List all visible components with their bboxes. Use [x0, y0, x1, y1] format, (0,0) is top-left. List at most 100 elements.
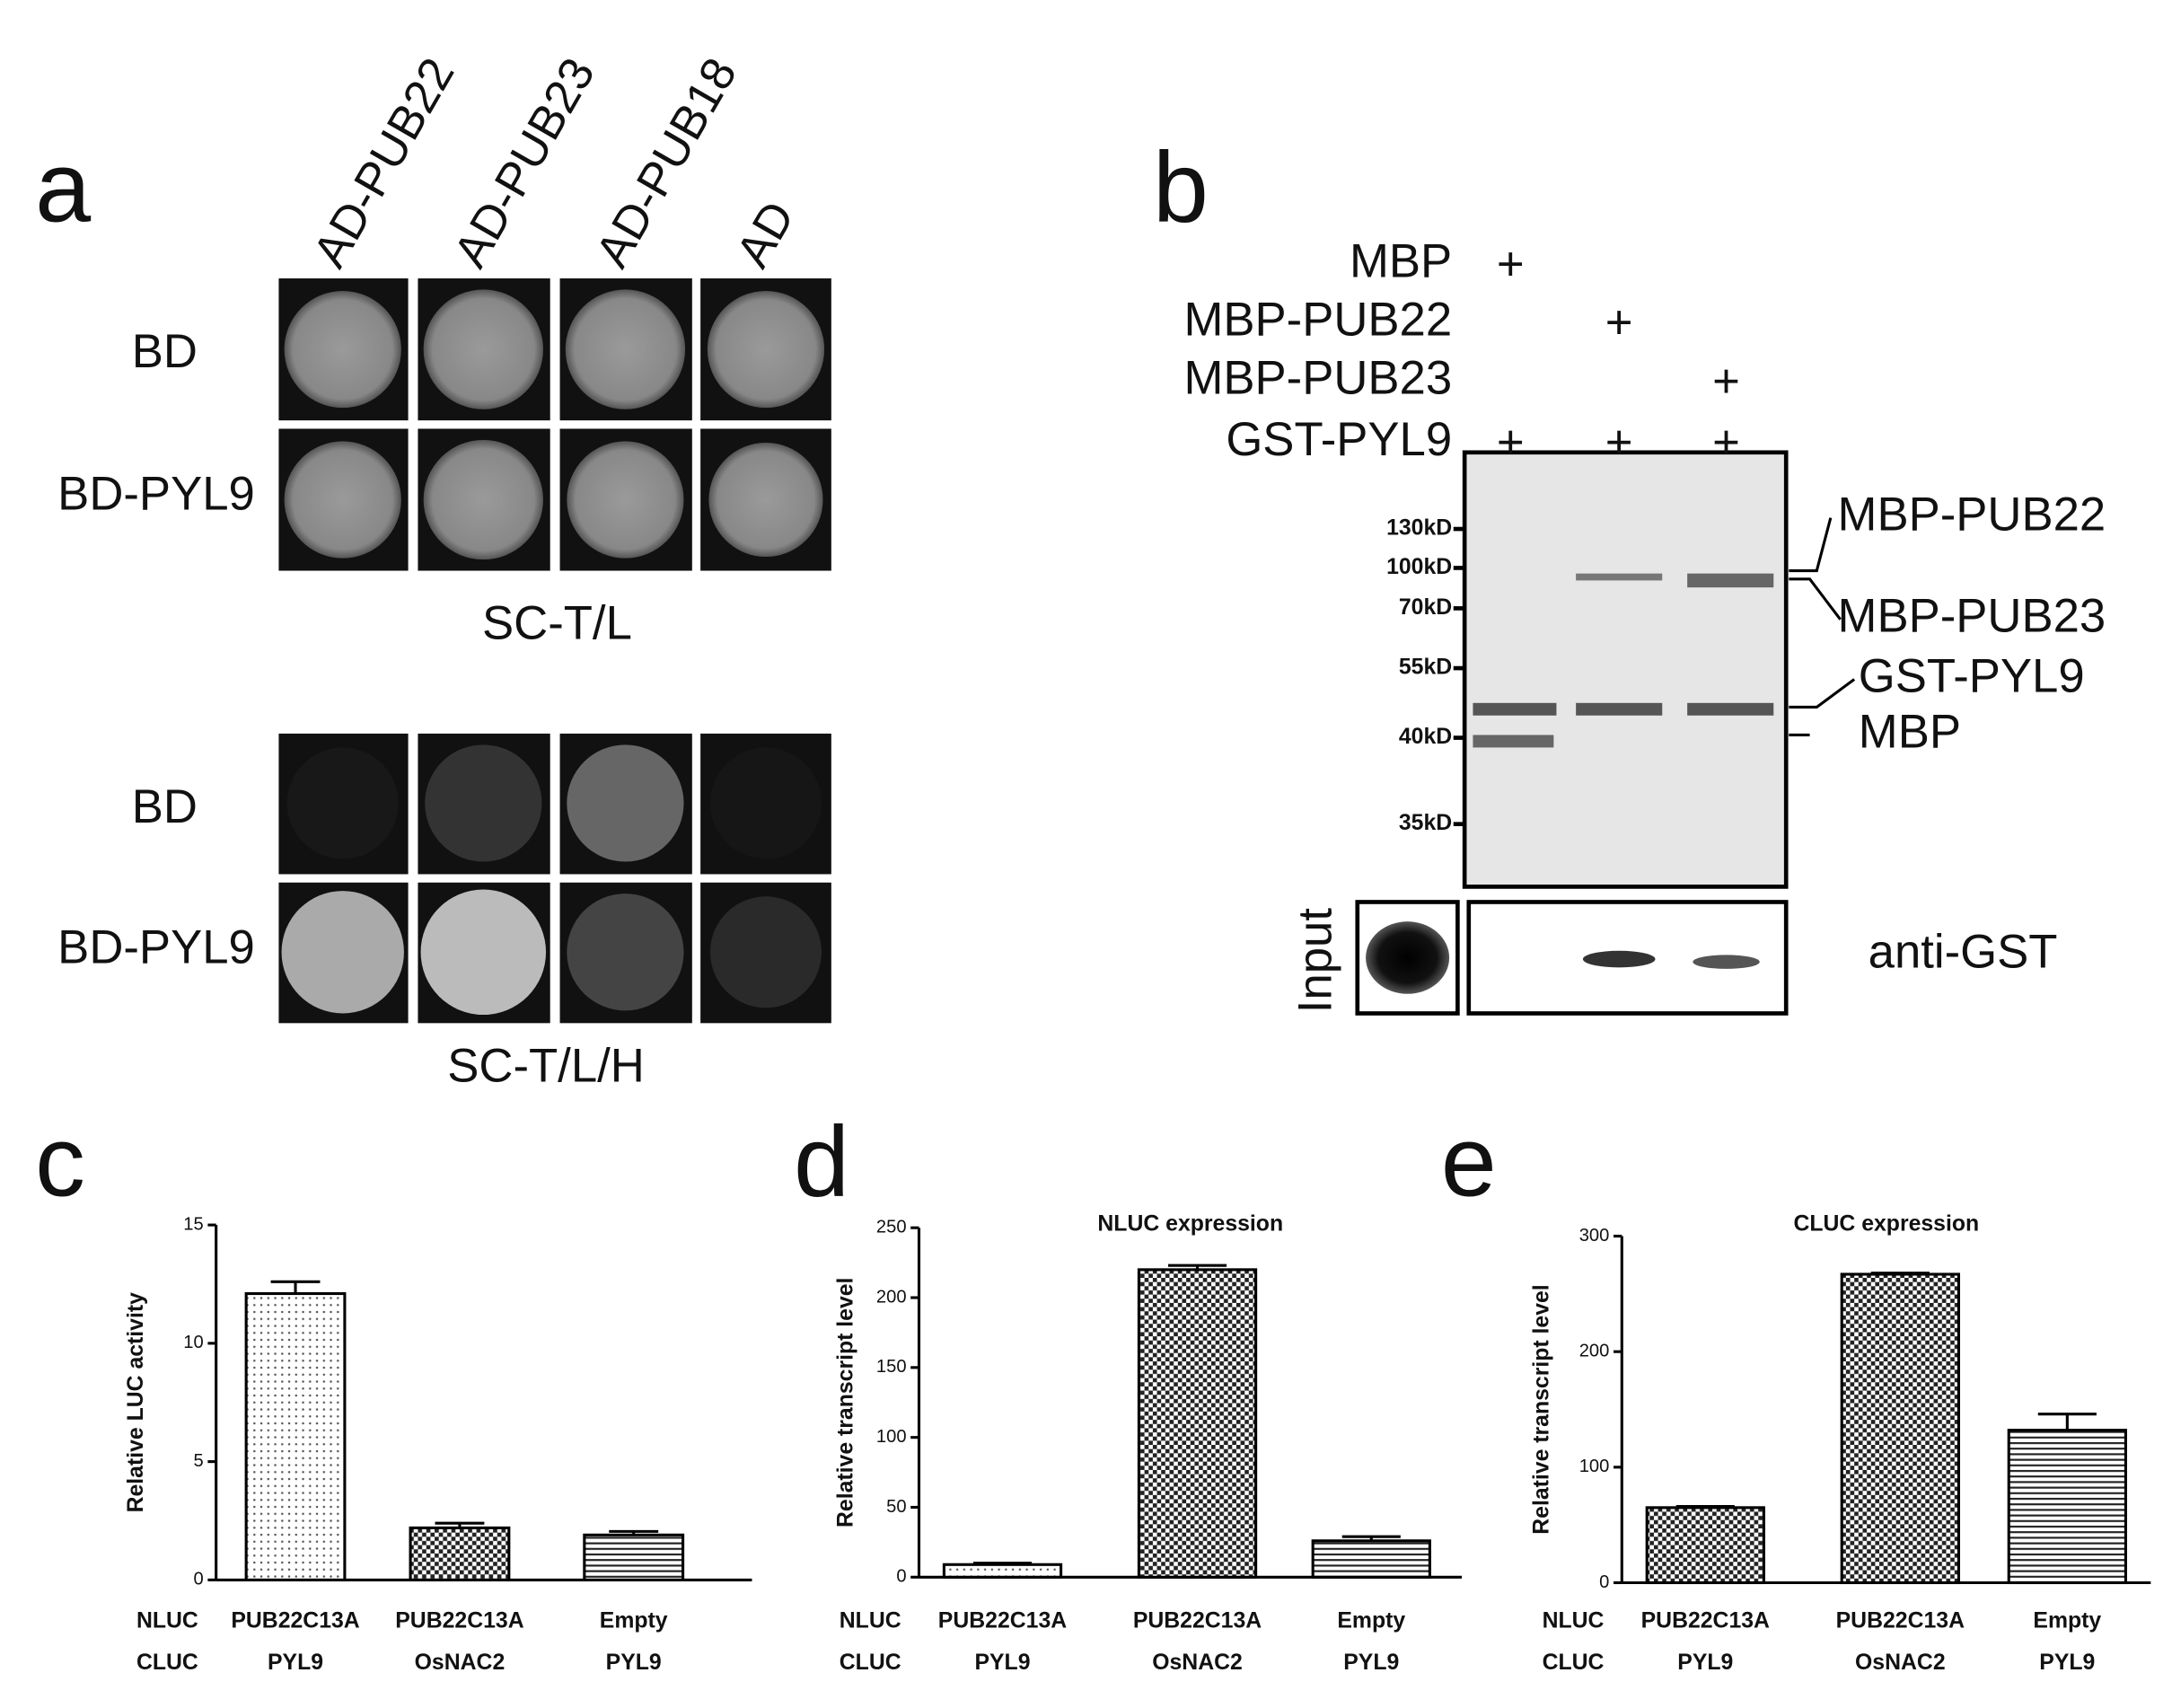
row-label: CLUC	[136, 1651, 198, 1675]
band-label: GST-PYL9	[1859, 649, 2085, 702]
marker-label: 35kD	[1399, 811, 1452, 835]
loading-label: MBP-PUB23	[1184, 352, 1453, 405]
error-bar	[1167, 1263, 1227, 1270]
y-tick-label: 250	[876, 1218, 907, 1237]
x-tick-label: PUB22C13A	[231, 1608, 359, 1633]
y-tick-label: 0	[194, 1570, 204, 1589]
error-bar	[1675, 1505, 1735, 1509]
bar	[1311, 1539, 1431, 1579]
x-tick-label: OsNAC2	[415, 1651, 506, 1675]
y-tick-label: 300	[1579, 1226, 1610, 1246]
x-tick-label: PYL9	[974, 1651, 1030, 1675]
row-label: CLUC	[840, 1651, 901, 1675]
marker-label: 70kD	[1399, 595, 1452, 620]
y-tick-label: 100	[1579, 1457, 1610, 1476]
band-label: MBP	[1859, 705, 1961, 758]
x-tick-label: PUB22C13A	[1133, 1608, 1262, 1633]
chart-title: CLUC expression	[1793, 1212, 1979, 1237]
x-tick-label: PUB22C13A	[1836, 1608, 1965, 1633]
error-bar	[609, 1529, 659, 1536]
row-label: BD	[132, 780, 198, 833]
bar	[409, 1526, 511, 1581]
bar	[1840, 1272, 1960, 1585]
caption: SC-T/L/H	[447, 1039, 645, 1092]
y-tick-label: 0	[1599, 1572, 1609, 1592]
x-tick-label: PYL9	[2039, 1651, 2095, 1675]
x-tick-label: OsNAC2	[1152, 1651, 1243, 1675]
loading-label: MBP-PUB22	[1184, 294, 1453, 347]
input-label: Input	[1288, 908, 1341, 1014]
bar	[942, 1563, 1063, 1579]
y-tick-label: 200	[876, 1287, 907, 1307]
band-label: MBP-PUB22	[1838, 489, 2106, 541]
y-tick-label: 10	[183, 1333, 203, 1352]
yeast-tiles	[278, 278, 831, 1024]
loading-sign: +	[1497, 238, 1525, 291]
x-tick-label: PUB22C13A	[395, 1608, 523, 1633]
blot-label: anti-GST	[1869, 925, 2058, 978]
bar	[2007, 1429, 2127, 1585]
panel-letter: d	[794, 1105, 849, 1218]
y-tick-label: 0	[896, 1567, 906, 1587]
error-bar	[2037, 1413, 2097, 1431]
row-label: CLUC	[1543, 1651, 1605, 1675]
marker-label: 55kD	[1399, 656, 1452, 680]
error-bar	[1341, 1535, 1401, 1541]
column-label: AD-PUB22	[303, 49, 465, 277]
column-label: AD-PUB23	[444, 49, 605, 277]
panel-letter: a	[35, 131, 92, 243]
column-label: AD-PUB18	[585, 49, 747, 277]
bar	[583, 1533, 685, 1581]
caption: SC-T/L	[482, 596, 632, 649]
x-tick-label: PYL9	[606, 1651, 662, 1675]
marker-label: 40kD	[1399, 725, 1452, 749]
bar	[244, 1291, 347, 1581]
panel-letter: b	[1153, 131, 1209, 243]
loading-sign: +	[1605, 416, 1633, 469]
x-tick-label: Empty	[600, 1608, 668, 1633]
row-label: BD-PYL9	[57, 467, 255, 520]
row-label: NLUC	[1543, 1608, 1605, 1633]
error-bar	[270, 1280, 321, 1294]
error-bar	[972, 1562, 1033, 1565]
loading-sign: +	[1712, 416, 1740, 469]
y-tick-label: 5	[194, 1451, 204, 1471]
y-axis-label: Relative LUC activity	[124, 1292, 148, 1513]
column-label: AD	[726, 193, 805, 277]
chart-title: NLUC expression	[1097, 1212, 1283, 1237]
row-label: NLUC	[136, 1608, 198, 1633]
y-tick-label: 50	[886, 1497, 906, 1517]
gel	[1355, 450, 1856, 1016]
loading-sign: +	[1497, 416, 1525, 469]
x-tick-label: PYL9	[1343, 1651, 1399, 1675]
row-label: BD-PYL9	[57, 921, 255, 974]
y-tick-label: 150	[876, 1357, 907, 1377]
y-tick-label: 200	[1579, 1341, 1610, 1360]
loading-label: GST-PYL9	[1226, 413, 1452, 466]
x-tick-label: PUB22C13A	[938, 1608, 1067, 1633]
x-tick-label: PYL9	[268, 1651, 323, 1675]
loading-label: MBP	[1350, 234, 1452, 287]
bar	[1645, 1506, 1765, 1585]
error-bar	[1870, 1272, 1930, 1275]
row-label: BD	[132, 325, 198, 378]
x-tick-label: OsNAC2	[1855, 1651, 1946, 1675]
y-tick-label: 15	[183, 1214, 203, 1234]
band-label: MBP-PUB23	[1838, 590, 2106, 643]
x-tick-label: PUB22C13A	[1641, 1608, 1770, 1633]
y-axis-label: Relative transcript level	[833, 1278, 857, 1528]
panel-letter: e	[1441, 1105, 1497, 1218]
marker-label: 130kD	[1386, 516, 1452, 541]
row-label: NLUC	[840, 1608, 901, 1633]
marker-label: 100kD	[1386, 555, 1452, 579]
x-tick-label: PYL9	[1677, 1651, 1733, 1675]
loading-sign: +	[1712, 355, 1740, 408]
error-bar	[435, 1521, 485, 1528]
y-tick-label: 100	[876, 1427, 907, 1447]
y-axis-label: Relative transcript level	[1529, 1284, 1553, 1534]
bar	[1137, 1268, 1258, 1579]
x-tick-label: Empty	[1337, 1608, 1405, 1633]
loading-sign: +	[1605, 296, 1633, 349]
panel-letter: c	[35, 1105, 85, 1218]
